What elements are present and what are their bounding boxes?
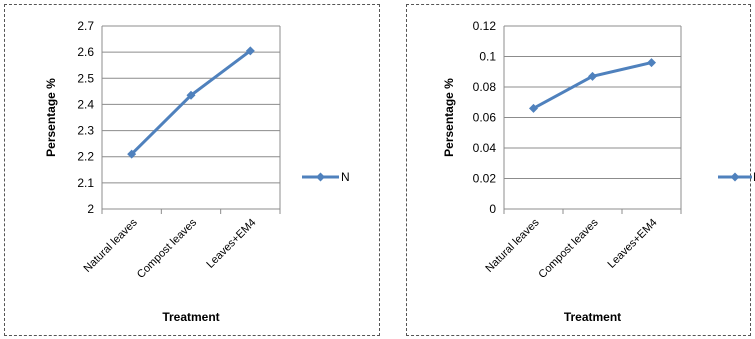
- chart-panel-mg: 0 0.02 0.04 0.06 0.08 0.1 0.12 Natural leaves Co…: [406, 4, 755, 336]
- y-tick-label: 2.2: [77, 150, 94, 164]
- legend-marker: [316, 172, 325, 182]
- y-tick-label: 2.5: [77, 71, 94, 85]
- x-axis-title: Treatment: [162, 310, 219, 324]
- x-axis-title: Treatment: [564, 310, 621, 324]
- chart-panel-n: 2 2.1 2.2 2.3 2.4 2.5 2.6 2.7 Natural leaves Comp…: [4, 4, 380, 336]
- y-tick-label: 2: [87, 202, 94, 216]
- y-tick-label: 0.12: [473, 19, 497, 33]
- y-tick-label: 0.04: [473, 141, 497, 155]
- category-label: Compost leaves: [135, 216, 200, 281]
- y-tick-label: 2.4: [77, 97, 94, 111]
- y-tick-label: 2.6: [77, 45, 94, 59]
- category-label: Natural leaves: [82, 216, 141, 275]
- category-label: Leaves+EM4: [204, 217, 258, 271]
- series-line: [532, 61, 652, 110]
- y-tick-label: 0.02: [473, 172, 497, 186]
- data-point-marker: [529, 103, 538, 113]
- series-line: [130, 49, 252, 156]
- legend-label: Mg: [753, 170, 755, 184]
- chart-n: 2 2.1 2.2 2.3 2.4 2.5 2.6 2.7 Natural leavesComp…: [44, 19, 350, 324]
- y-axis-title: Persentage %: [44, 78, 58, 157]
- category-label: Leaves+EM4: [606, 217, 660, 271]
- chart-mg: 0 0.02 0.04 0.06 0.08 0.1 0.12 Natural leavesCo…: [442, 19, 755, 324]
- legend-label: N: [341, 170, 350, 184]
- y-tick-label: 2.1: [77, 176, 94, 190]
- y-tick-label: 0: [489, 202, 496, 216]
- data-point-marker: [647, 58, 656, 68]
- category-label: Compost leaves: [536, 216, 601, 281]
- y-tick-label: 2.3: [77, 124, 94, 138]
- category-label: Natural leaves: [483, 216, 542, 275]
- y-tick-label: 0.06: [473, 111, 497, 125]
- y-tick-label: 0.08: [473, 80, 497, 94]
- data-point-marker: [127, 149, 137, 159]
- data-point-marker: [245, 46, 255, 56]
- y-tick-label: 2.7: [77, 19, 94, 33]
- legend-marker: [730, 172, 740, 182]
- data-point-marker: [588, 71, 597, 81]
- y-tick-label: 0.1: [479, 50, 496, 64]
- y-axis-title: Persentage %: [442, 78, 456, 157]
- data-point-marker: [186, 90, 196, 100]
